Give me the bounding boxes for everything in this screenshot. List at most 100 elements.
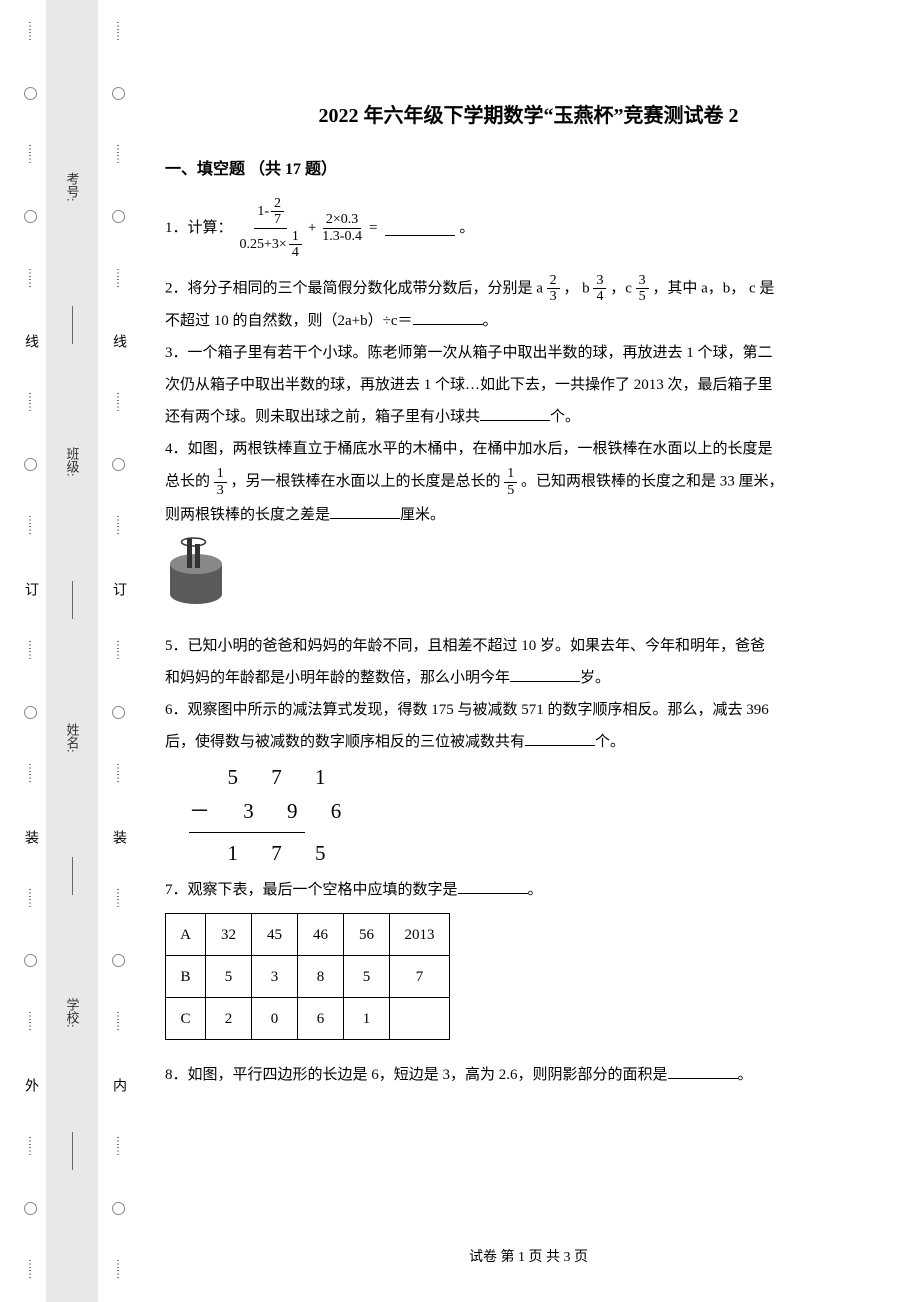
q1-suffix: 。	[459, 213, 474, 243]
punch-hole-icon	[24, 706, 37, 719]
punch-hole-icon	[24, 1202, 37, 1215]
answer-blank	[458, 879, 528, 894]
f: 3	[593, 273, 606, 289]
table-cell: 5	[206, 956, 252, 998]
table-cell: 7	[390, 956, 450, 998]
q7-t: 。	[528, 882, 543, 898]
q1-formula: 1-27 0.25+3×14 + 2×0.3 1.3-0.4 =	[237, 196, 382, 261]
question-5-l1: 5．已知小明的爸爸和妈妈的年龄不同，且相差不超过 10 岁。如果去年、今年和明年…	[165, 631, 892, 661]
subtraction-top: 5 7 1	[189, 763, 892, 791]
dotted-ornament: ⋮⋮	[25, 891, 35, 907]
q4-t: ，另一根铁棒在水面以上的长度是总长的	[231, 474, 501, 490]
margin-char: 订	[108, 582, 128, 596]
bucket-rods-icon	[165, 536, 227, 612]
dotted-ornament: ⋮⋮	[113, 891, 123, 907]
f: 1	[289, 229, 302, 245]
page-footer: 试卷 第 1 页 共 3 页	[165, 1244, 892, 1272]
page-content: 2022 年六年级下学期数学“玉燕杯”竞赛测试卷 2 一、填空题 （共 17 题…	[165, 0, 892, 1302]
margin-outer-column: ⋮⋮ ⋮⋮ ⋮⋮ 线 ⋮⋮ ⋮⋮ 订 ⋮⋮ ⋮⋮ 装 ⋮⋮ ⋮⋮ 外 ⋮⋮ ⋮⋮	[18, 0, 42, 1302]
field-exam-id: 考号:	[63, 172, 82, 202]
table-cell: C	[166, 998, 206, 1040]
f: 3	[547, 289, 560, 304]
q7-table: A 32 45 46 56 2013 B 5 3 8 5 7 C 2 0 6 1	[165, 913, 450, 1040]
equals-sign: =	[369, 213, 377, 243]
dotted-ornament: ⋮⋮	[113, 271, 123, 287]
punch-hole-icon	[112, 87, 125, 100]
q2-t: 不超过 10 的自然数，则（2a+b）÷c＝	[165, 313, 413, 329]
dotted-ornament: ⋮⋮	[113, 1014, 123, 1030]
subtraction-line	[189, 832, 305, 833]
answer-blank	[668, 1064, 738, 1079]
dotted-ornament: ⋮⋮	[113, 766, 123, 782]
table-cell: 56	[344, 914, 390, 956]
answer-blank	[480, 406, 550, 421]
dotted-ornament: ⋮⋮	[113, 1139, 123, 1155]
punch-hole-icon	[112, 458, 125, 471]
section-header: 一、填空题 （共 17 题）	[165, 154, 892, 186]
table-cell: 32	[206, 914, 252, 956]
table-cell: 2013	[390, 914, 450, 956]
q1-den-a: 0.25+3×	[240, 237, 287, 252]
table-row: C 2 0 6 1	[166, 998, 450, 1040]
f: 1	[214, 466, 227, 482]
answer-blank	[510, 667, 580, 682]
table-cell	[390, 998, 450, 1040]
dotted-ornament: ⋮⋮	[25, 24, 35, 40]
dotted-ornament: ⋮⋮	[25, 147, 35, 163]
margin-char: 装	[20, 830, 40, 844]
table-cell: 5	[344, 956, 390, 998]
f: 3	[636, 273, 649, 289]
q8-t: 8．如图，平行四边形的长边是 6，短边是 3，高为 2.6，则阴影部分的面积是	[165, 1067, 668, 1083]
dotted-ornament: ⋮⋮	[25, 271, 35, 287]
q2-t: 。	[483, 313, 498, 329]
subtraction-mid: － 3 9 6	[189, 797, 892, 825]
dotted-ornament: ⋮⋮	[25, 1262, 35, 1278]
dotted-ornament: ⋮⋮	[25, 395, 35, 411]
punch-hole-icon	[112, 1202, 125, 1215]
f: 7	[271, 212, 284, 227]
f: 2	[547, 273, 560, 289]
dotted-ornament: ⋮⋮	[25, 1139, 35, 1155]
field-line	[72, 1132, 73, 1170]
punch-hole-icon	[112, 210, 125, 223]
table-cell: 6	[298, 998, 344, 1040]
q2-t: ，其中 a，b， c 是	[652, 280, 774, 296]
margin-char: 线	[108, 334, 128, 348]
question-8: 8．如图，平行四边形的长边是 6，短边是 3，高为 2.6，则阴影部分的面积是 。	[165, 1060, 892, 1090]
q5-t: 岁。	[580, 670, 610, 686]
question-4-l3: 则两根铁棒的长度之差是厘米。	[165, 500, 892, 530]
question-1: 1．计算： 1-27 0.25+3×14 + 2×0.3 1.3-0.4 = 。	[165, 196, 892, 261]
dotted-ornament: ⋮⋮	[25, 518, 35, 534]
table-cell: 0	[252, 998, 298, 1040]
dotted-ornament: ⋮⋮	[25, 1014, 35, 1030]
answer-blank	[385, 221, 455, 236]
dotted-ornament: ⋮⋮	[113, 147, 123, 163]
dotted-ornament: ⋮⋮	[113, 643, 123, 659]
dotted-ornament: ⋮⋮	[25, 766, 35, 782]
question-7: 7．观察下表，最后一个空格中应填的数字是 。	[165, 875, 892, 905]
margin-char: 线	[20, 334, 40, 348]
question-5-l2: 和妈妈的年龄都是小明年龄的整数倍，那么小明今年岁。	[165, 663, 892, 693]
field-line	[72, 306, 73, 344]
question-2: 2．将分子相同的三个最简假分数化成带分数后，分别是 a 23 ， b 34 ，c…	[165, 273, 892, 305]
q1-num-a: 1-	[257, 204, 269, 219]
dotted-ornament: ⋮⋮	[113, 395, 123, 411]
q2-t: ，c	[610, 280, 632, 296]
punch-hole-icon	[24, 87, 37, 100]
q4-t: 。已知两根铁棒的长度之和是 33 厘米，	[521, 474, 784, 490]
margin-char: 订	[20, 582, 40, 596]
q2-t: ， b	[563, 280, 589, 296]
plus-sign: +	[308, 213, 316, 243]
table-cell: B	[166, 956, 206, 998]
table-cell: 8	[298, 956, 344, 998]
question-2-line2: 不超过 10 的自然数，则（2a+b）÷c＝ 。	[165, 306, 892, 336]
q8-t: 。	[738, 1067, 753, 1083]
margin-inner-column: ⋮⋮ ⋮⋮ ⋮⋮ 线 ⋮⋮ ⋮⋮ 订 ⋮⋮ ⋮⋮ 装 ⋮⋮ ⋮⋮ 内 ⋮⋮ ⋮⋮	[106, 0, 130, 1302]
table-cell: 1	[344, 998, 390, 1040]
q7-t: 7．观察下表，最后一个空格中应填的数字是	[165, 882, 458, 898]
answer-blank	[525, 731, 595, 746]
question-3-l2: 次仍从箱子中取出半数的球，再放进去 1 个球…如此下去，一共操作了 2013 次…	[165, 370, 892, 400]
dotted-ornament: ⋮⋮	[113, 24, 123, 40]
q4-t: 总长的	[165, 474, 210, 490]
question-6-l2: 后，使得数与被减数的数字顺序相反的三位被减数共有个。	[165, 727, 892, 757]
